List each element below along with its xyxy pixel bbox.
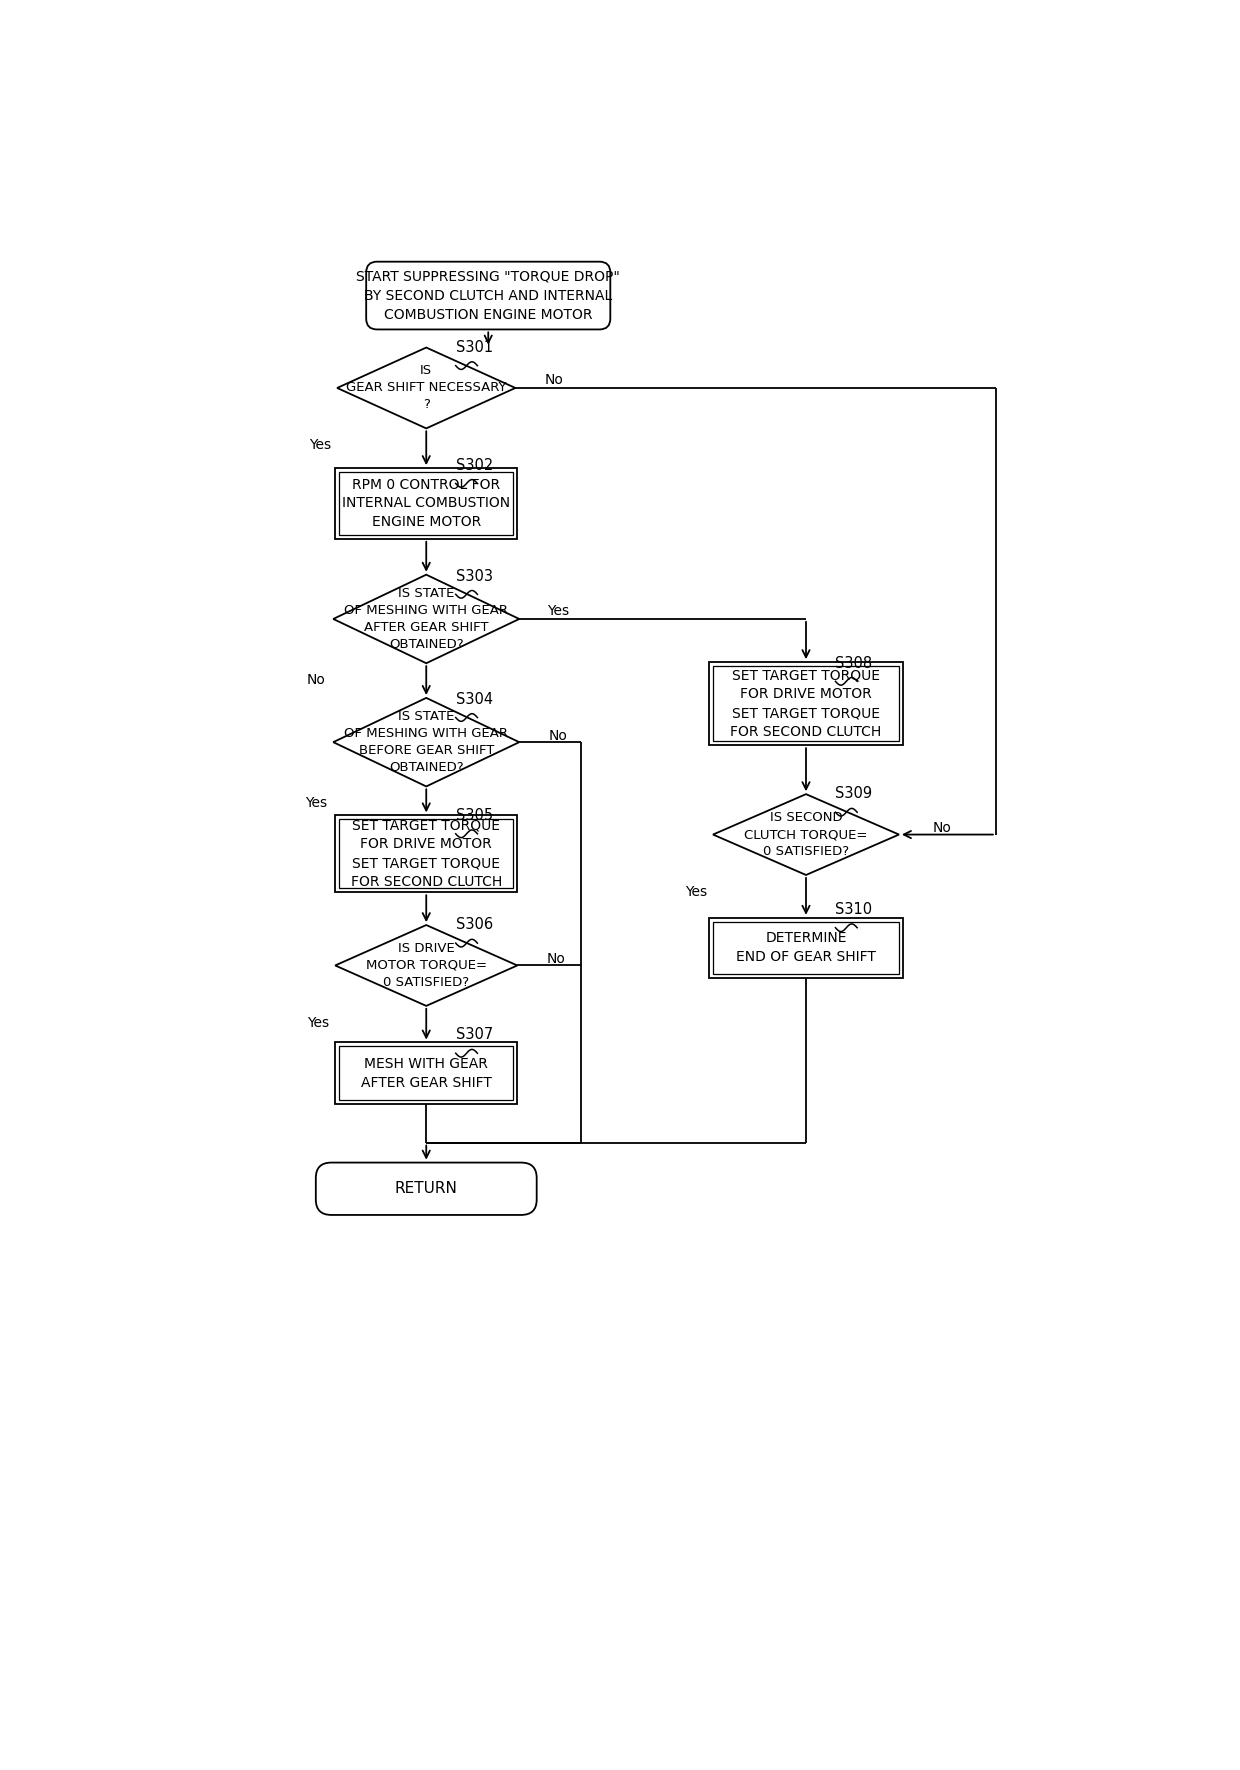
Text: IS STATE
OF MESHING WITH GEAR
BEFORE GEAR SHIFT
OBTAINED?: IS STATE OF MESHING WITH GEAR BEFORE GEA… <box>345 710 508 773</box>
Text: Yes: Yes <box>308 1016 329 1030</box>
Text: RPM 0 CONTROL FOR
INTERNAL COMBUSTION
ENGINE MOTOR: RPM 0 CONTROL FOR INTERNAL COMBUSTION EN… <box>342 478 511 529</box>
Bar <box>339 473 513 535</box>
Text: S305: S305 <box>456 809 492 823</box>
Text: Yes: Yes <box>309 439 331 453</box>
Text: DETERMINE
END OF GEAR SHIFT: DETERMINE END OF GEAR SHIFT <box>737 931 875 965</box>
Bar <box>339 1046 513 1101</box>
Text: MESH WITH GEAR
AFTER GEAR SHIFT: MESH WITH GEAR AFTER GEAR SHIFT <box>361 1057 492 1090</box>
Bar <box>335 467 517 538</box>
Text: S302: S302 <box>456 458 494 473</box>
Polygon shape <box>713 795 899 874</box>
Text: S301: S301 <box>456 340 492 354</box>
Polygon shape <box>334 575 520 664</box>
Text: No: No <box>547 952 565 966</box>
Bar <box>335 1043 517 1104</box>
Bar <box>709 662 903 745</box>
Text: Yes: Yes <box>547 604 569 618</box>
Text: IS SECOND
CLUTCH TORQUE=
0 SATISFIED?: IS SECOND CLUTCH TORQUE= 0 SATISFIED? <box>744 811 868 858</box>
Text: S304: S304 <box>456 692 492 706</box>
Text: IS DRIVE
MOTOR TORQUE=
0 SATISFIED?: IS DRIVE MOTOR TORQUE= 0 SATISFIED? <box>366 942 487 989</box>
Text: RETURN: RETURN <box>394 1181 458 1197</box>
Text: S309: S309 <box>836 786 873 802</box>
Text: IS
GEAR SHIFT NECESSARY
?: IS GEAR SHIFT NECESSARY ? <box>346 365 506 411</box>
Bar <box>335 816 517 892</box>
Text: SET TARGET TORQUE
FOR DRIVE MOTOR
SET TARGET TORQUE
FOR SECOND CLUTCH: SET TARGET TORQUE FOR DRIVE MOTOR SET TA… <box>730 669 882 740</box>
Text: IS STATE
OF MESHING WITH GEAR
AFTER GEAR SHIFT
OBTAINED?: IS STATE OF MESHING WITH GEAR AFTER GEAR… <box>345 588 508 651</box>
Text: S308: S308 <box>836 655 873 671</box>
Text: Yes: Yes <box>684 885 707 899</box>
Bar <box>709 917 903 977</box>
Text: No: No <box>544 373 563 388</box>
Bar <box>713 922 899 974</box>
Text: S306: S306 <box>456 917 492 933</box>
Polygon shape <box>337 347 516 428</box>
Text: No: No <box>548 729 568 743</box>
Text: START SUPPRESSING "TORQUE DROP"
BY SECOND CLUTCH AND INTERNAL
COMBUSTION ENGINE : START SUPPRESSING "TORQUE DROP" BY SECON… <box>356 269 620 322</box>
Polygon shape <box>335 926 517 1005</box>
Text: S307: S307 <box>456 1027 494 1043</box>
Bar <box>713 666 899 742</box>
Text: S303: S303 <box>456 568 492 584</box>
Text: No: No <box>306 673 326 687</box>
FancyBboxPatch shape <box>366 262 610 329</box>
Text: Yes: Yes <box>305 796 327 811</box>
Polygon shape <box>334 697 520 786</box>
Text: S310: S310 <box>836 903 873 917</box>
Text: No: No <box>932 821 951 835</box>
Bar <box>339 820 513 889</box>
Text: SET TARGET TORQUE
FOR DRIVE MOTOR
SET TARGET TORQUE
FOR SECOND CLUTCH: SET TARGET TORQUE FOR DRIVE MOTOR SET TA… <box>351 818 502 889</box>
FancyBboxPatch shape <box>316 1163 537 1214</box>
